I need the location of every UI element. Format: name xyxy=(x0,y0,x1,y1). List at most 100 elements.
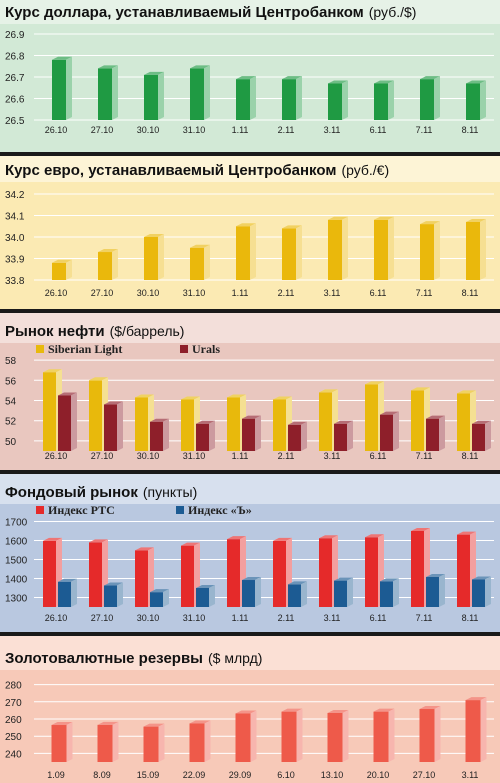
reserves-bar xyxy=(373,708,395,762)
dollar-bar-side xyxy=(388,80,394,120)
stock-legend-swatch xyxy=(176,506,184,514)
reserves-bar-side xyxy=(66,722,73,762)
euro-bar xyxy=(98,249,118,280)
dollar-bar-top xyxy=(98,65,118,69)
reserves-category-label: 13.10 xyxy=(321,770,344,780)
reserves-bar-top xyxy=(327,709,349,713)
stock-bar-b-top xyxy=(334,577,353,581)
dollar-ytick-label: 26.7 xyxy=(5,73,25,84)
dollar-header-bg xyxy=(0,0,500,24)
reserves-bar-front xyxy=(189,723,205,762)
dollar-panel: Курс доллара, устанавливаемый Центробанк… xyxy=(0,0,500,156)
reserves-bar xyxy=(143,723,165,762)
euro-bar xyxy=(144,234,164,280)
oil-ytick-label: 58 xyxy=(5,356,17,367)
euro-bar-top xyxy=(52,259,72,263)
euro-category-label: 3.11 xyxy=(324,288,341,298)
dollar-separator xyxy=(0,152,500,156)
oil-bar-a-top xyxy=(457,390,476,394)
dollar-bar xyxy=(282,76,302,120)
dollar-ytick-label: 26.5 xyxy=(5,116,25,127)
euro-header-bg xyxy=(0,156,500,182)
stock-bar-b-top xyxy=(426,573,445,577)
oil-bar-a xyxy=(319,389,338,451)
dollar-bar xyxy=(52,56,72,120)
euro-bar xyxy=(328,216,348,280)
stock-bar-a-front xyxy=(273,540,286,607)
euro-bar-top xyxy=(420,221,440,225)
euro-category-label: 30.10 xyxy=(137,288,160,298)
reserves-bar-top xyxy=(373,708,395,712)
oil-bar-a-front xyxy=(365,384,378,451)
oil-bar-b-side xyxy=(255,415,261,451)
dollar-bar-side xyxy=(112,65,118,120)
oil-bar-a-top xyxy=(181,396,200,400)
dollar-bar-top xyxy=(328,80,348,84)
stock-separator xyxy=(0,632,500,636)
dollar-bar-side xyxy=(158,71,164,120)
reserves-bar-top xyxy=(97,721,119,725)
reserves-bar-top xyxy=(143,723,165,727)
stock-bar-b-side xyxy=(485,576,491,607)
oil-bar-a-front xyxy=(43,372,56,451)
oil-bar-a-front xyxy=(319,392,332,451)
euro-bar-side xyxy=(204,244,210,280)
reserves-ytick-label: 260 xyxy=(5,715,22,726)
stock-bar-a-front xyxy=(227,539,240,607)
reserves-header-bg xyxy=(0,636,500,670)
stock-category-label: 1.11 xyxy=(232,613,249,623)
reserves-ytick-label: 240 xyxy=(5,749,22,760)
reserves-bar-front xyxy=(419,709,435,762)
stock-bar-b-front xyxy=(196,588,209,607)
reserves-category-label: 29.09 xyxy=(229,770,252,780)
oil-bar-b-top xyxy=(104,401,123,405)
oil-bar-a-front xyxy=(181,399,194,451)
euro-bar xyxy=(236,223,256,280)
oil-category-label: 31.10 xyxy=(183,451,206,461)
stock-bar-b-front xyxy=(334,580,347,607)
oil-bar-a-top xyxy=(365,381,384,385)
dollar-bar-top xyxy=(190,65,210,69)
oil-bar-b-front xyxy=(472,423,485,451)
stock-title-unit: (пункты) xyxy=(143,484,197,500)
stock-legend-label: Индекс «Ъ» xyxy=(188,503,252,517)
stock-bar-b-front xyxy=(426,576,439,607)
oil-title-main: Рынок нефти xyxy=(5,323,105,340)
stock-bar-b-side xyxy=(117,582,123,607)
euro-bar-top xyxy=(144,234,164,237)
oil-panel: Рынок нефти ($/баррель) 50 52 54 56 58 Siberian… xyxy=(0,313,500,474)
dollar-panel-bg xyxy=(0,0,500,152)
euro-category-label: 6.11 xyxy=(370,288,387,298)
oil-bar-b-front xyxy=(104,404,117,451)
oil-bar-a xyxy=(365,381,384,451)
oil-bar-b-side xyxy=(439,415,445,451)
reserves-ytick-label: 250 xyxy=(5,732,22,743)
euro-category-label: 7.11 xyxy=(416,288,433,298)
stock-bar-b-top xyxy=(380,578,399,582)
oil-bar-b-front xyxy=(334,423,347,451)
oil-bar-b-side xyxy=(209,420,215,451)
stock-bar-b xyxy=(380,578,399,607)
stock-bar-b-top xyxy=(58,578,77,582)
oil-bar-b-top xyxy=(150,418,169,422)
dollar-bar-top xyxy=(144,71,164,75)
dollar-bar-front xyxy=(52,59,66,120)
euro-ytick-label: 34.1 xyxy=(5,212,25,223)
oil-legend-swatch xyxy=(180,345,188,353)
euro-category-label: 26.10 xyxy=(45,288,68,298)
oil-category-label: 7.11 xyxy=(416,451,433,461)
euro-bar-top xyxy=(236,223,256,227)
dollar-bar xyxy=(420,76,440,120)
reserves-title-unit: ($ млрд) xyxy=(208,650,262,666)
reserves-ytick-label: 270 xyxy=(5,698,22,709)
oil-bar-a xyxy=(457,390,476,451)
dollar-title: Курс доллара, устанавливаемый Центробанк… xyxy=(5,4,416,21)
stock-bar-a-top xyxy=(273,537,292,541)
stock-bar-b xyxy=(334,577,353,607)
stock-title-main: Фондовый рынок xyxy=(5,484,138,501)
reserves-bar-side xyxy=(296,708,303,762)
euro-category-label: 31.10 xyxy=(183,288,206,298)
euro-bar-front xyxy=(374,219,388,280)
stock-category-label: 6.11 xyxy=(370,613,387,623)
stock-bar-a-top xyxy=(43,537,62,541)
